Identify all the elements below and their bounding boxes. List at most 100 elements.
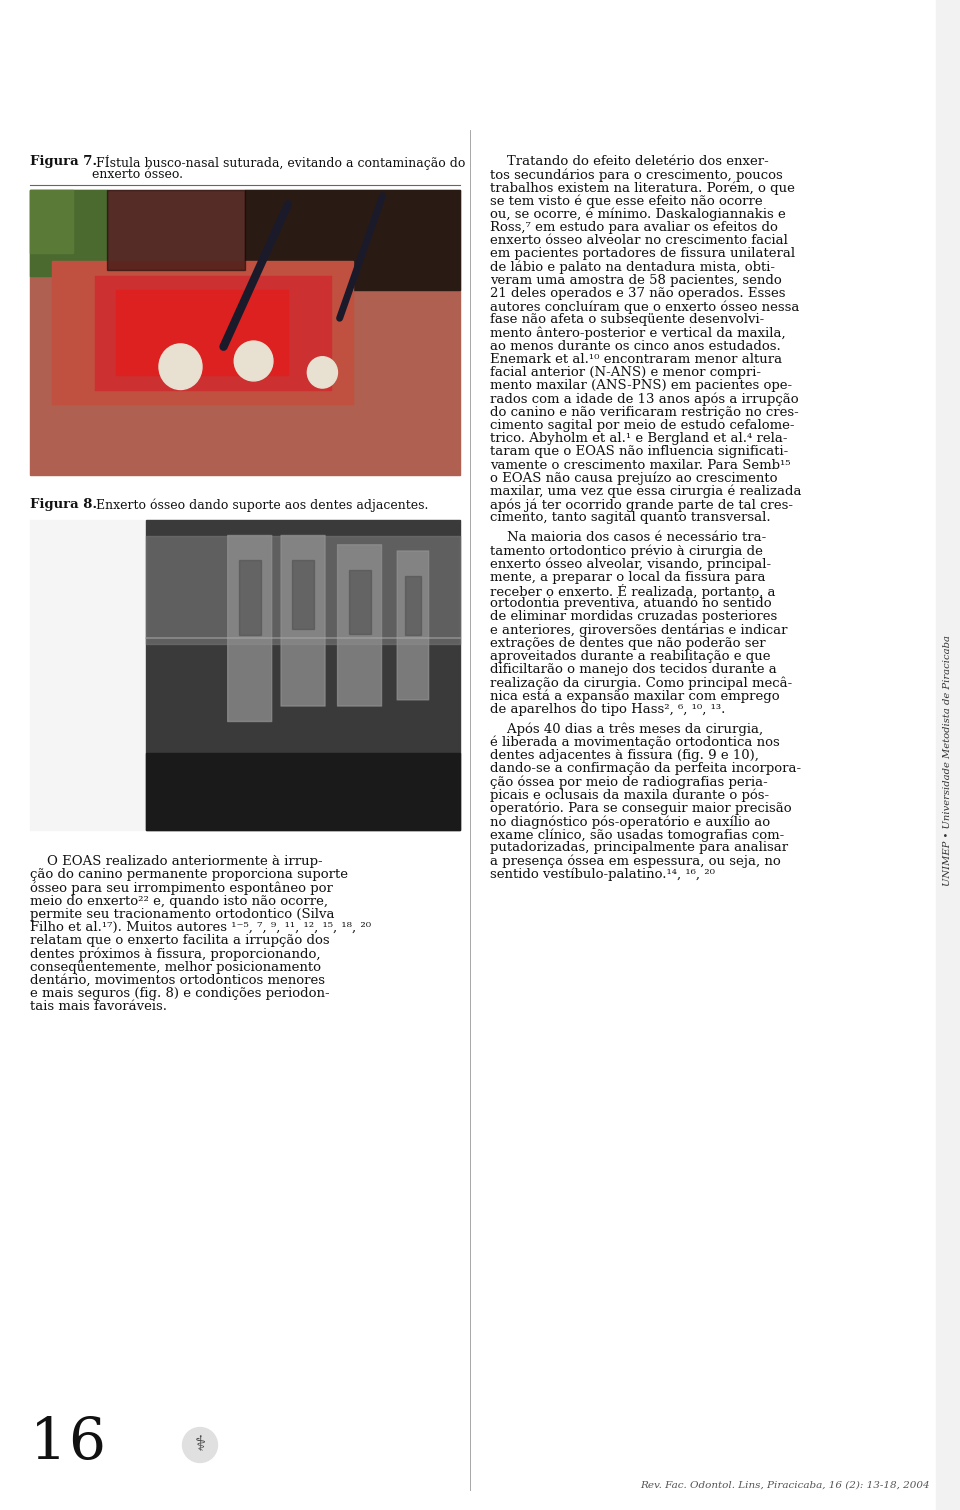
- Text: putadorizadas, principalmente para analisar: putadorizadas, principalmente para anali…: [490, 841, 788, 855]
- Text: e mais seguros (fig. 8) e condições periodon-: e mais seguros (fig. 8) e condições peri…: [30, 988, 329, 1000]
- Text: nica está a expansão maxilar com emprego: nica está a expansão maxilar com emprego: [490, 690, 780, 704]
- Text: veram uma amostra de 58 pacientes, sendo: veram uma amostra de 58 pacientes, sendo: [490, 273, 781, 287]
- Bar: [108, 190, 245, 270]
- Text: extrações de dentes que não poderão ser: extrações de dentes que não poderão ser: [490, 637, 766, 649]
- Text: Figura 8.: Figura 8.: [30, 498, 97, 510]
- Bar: [116, 290, 288, 376]
- Ellipse shape: [307, 356, 338, 388]
- Text: é liberada a movimentação ortodontica nos: é liberada a movimentação ortodontica no…: [490, 735, 780, 749]
- Text: ⚕: ⚕: [194, 1434, 205, 1456]
- Text: Após 40 dias a três meses da cirurgia,: Após 40 dias a três meses da cirurgia,: [490, 723, 763, 735]
- Text: trabalhos existem na literatura. Porém, o que: trabalhos existem na literatura. Porém, …: [490, 181, 795, 195]
- Text: conseqüentemente, melhor posicionamento: conseqüentemente, melhor posicionamento: [30, 960, 321, 974]
- Bar: [30, 190, 73, 252]
- Text: rados com a idade de 13 anos após a irrupção: rados com a idade de 13 anos após a irru…: [490, 393, 799, 406]
- Text: se tem visto é que esse efeito não ocorre: se tem visto é que esse efeito não ocorr…: [490, 195, 762, 208]
- Text: mente, a preparar o local da fissura para: mente, a preparar o local da fissura par…: [490, 571, 765, 584]
- Bar: [94, 275, 331, 390]
- Text: O EOAS realizado anteriormente à irrup-: O EOAS realizado anteriormente à irrup-: [30, 855, 323, 868]
- Text: taram que o EOAS não influencia significati-: taram que o EOAS não influencia signific…: [490, 445, 788, 459]
- Bar: [245, 190, 460, 290]
- Text: de lábio e palato na dentadura mista, obti-: de lábio e palato na dentadura mista, ob…: [490, 261, 775, 275]
- Bar: [30, 519, 460, 830]
- Ellipse shape: [234, 341, 273, 381]
- Text: Enxerto ósseo dando suporte aos dentes adjacentes.: Enxerto ósseo dando suporte aos dentes a…: [92, 498, 428, 512]
- Ellipse shape: [159, 344, 202, 390]
- Bar: [239, 560, 261, 634]
- Bar: [52, 261, 352, 403]
- Text: ortodontia preventiva, atuando no sentido: ortodontia preventiva, atuando no sentid…: [490, 596, 772, 610]
- Text: Figura 7.: Figura 7.: [30, 156, 97, 168]
- Text: de eliminar mordidas cruzadas posteriores: de eliminar mordidas cruzadas posteriore…: [490, 610, 778, 624]
- Text: operatório. Para se conseguir maior precisão: operatório. Para se conseguir maior prec…: [490, 802, 792, 815]
- Bar: [30, 190, 460, 476]
- Text: 1: 1: [30, 1415, 67, 1471]
- Text: ao menos durante os cinco anos estudados.: ao menos durante os cinco anos estudados…: [490, 340, 780, 353]
- Text: meio do enxerto²² e, quando isto não ocorre,: meio do enxerto²² e, quando isto não oco…: [30, 894, 328, 908]
- Text: Rev. Fac. Odontol. Lins, Piracicaba, 16 (2): 13-18, 2004: Rev. Fac. Odontol. Lins, Piracicaba, 16 …: [640, 1481, 930, 1490]
- Circle shape: [168, 1413, 232, 1477]
- Text: Filho et al.¹⁷). Muitos autores ¹⁻⁵, ⁷, ⁹, ¹¹, ¹², ¹⁵, ¹⁸, ²⁰: Filho et al.¹⁷). Muitos autores ¹⁻⁵, ⁷, …: [30, 921, 372, 935]
- Text: a presença óssea em espessura, ou seja, no: a presença óssea em espessura, ou seja, …: [490, 855, 780, 868]
- Circle shape: [182, 1427, 218, 1463]
- Text: enxerto ósseo alveolar, visando, principal-: enxerto ósseo alveolar, visando, princip…: [490, 557, 771, 571]
- Text: tais mais favoráveis.: tais mais favoráveis.: [30, 1000, 167, 1013]
- Text: exame clínico, são usadas tomografias com-: exame clínico, são usadas tomografias co…: [490, 827, 784, 841]
- Text: sentido vestíbulo-palatino.¹⁴, ¹⁶, ²⁰: sentido vestíbulo-palatino.¹⁴, ¹⁶, ²⁰: [490, 868, 715, 882]
- Text: aproveitados durante a reabilitação e que: aproveitados durante a reabilitação e qu…: [490, 649, 771, 663]
- Text: enxerto ósseo alveolar no crescimento facial: enxerto ósseo alveolar no crescimento fa…: [490, 234, 788, 248]
- Text: cimento, tanto sagital quanto transversal.: cimento, tanto sagital quanto transversa…: [490, 512, 771, 524]
- Bar: [936, 0, 960, 1510]
- Text: no diagnóstico pós-operatório e auxílio ao: no diagnóstico pós-operatório e auxílio …: [490, 815, 770, 829]
- Text: enxerto ósseo.: enxerto ósseo.: [92, 168, 183, 181]
- Text: e anteriores, giroversões dentárias e indicar: e anteriores, giroversões dentárias e in…: [490, 624, 787, 637]
- Bar: [405, 575, 420, 636]
- Text: dentes próximos à fissura, proporcionando,: dentes próximos à fissura, proporcionand…: [30, 947, 321, 960]
- Text: trico. Abyholm et al.¹ e Bergland et al.⁴ rela-: trico. Abyholm et al.¹ e Bergland et al.…: [490, 432, 787, 445]
- Text: receber o enxerto. É realizada, portanto, a: receber o enxerto. É realizada, portanto…: [490, 584, 776, 599]
- Text: ção óssea por meio de radiografias peria-: ção óssea por meio de radiografias peria…: [490, 776, 768, 788]
- Text: maxilar, uma vez que essa cirurgia é realizada: maxilar, uma vez que essa cirurgia é rea…: [490, 485, 802, 498]
- Text: relatam que o enxerto facilita a irrupção dos: relatam que o enxerto facilita a irrupçã…: [30, 935, 329, 947]
- Text: permite seu tracionamento ortodontico (Silva: permite seu tracionamento ortodontico (S…: [30, 908, 334, 921]
- Text: dentes adjacentes à fissura (fig. 9 e 10),: dentes adjacentes à fissura (fig. 9 e 10…: [490, 749, 758, 763]
- Bar: [30, 190, 108, 275]
- Text: ou, se ocorre, é mínimo. Daskalogiannakis e: ou, se ocorre, é mínimo. Daskalogiannaki…: [490, 208, 785, 222]
- Text: do canino e não verificaram restrição no cres-: do canino e não verificaram restrição no…: [490, 406, 799, 418]
- FancyBboxPatch shape: [228, 536, 272, 722]
- Text: ção do canino permanente proporciona suporte: ção do canino permanente proporciona sup…: [30, 868, 348, 882]
- Text: autores concluíram que o enxerto ósseo nessa: autores concluíram que o enxerto ósseo n…: [490, 300, 800, 314]
- Text: facial anterior (N-ANS) e menor compri-: facial anterior (N-ANS) e menor compri-: [490, 367, 761, 379]
- Bar: [146, 536, 460, 643]
- Text: Na maioria dos casos é necessário tra-: Na maioria dos casos é necessário tra-: [490, 532, 766, 544]
- Text: Tratando do efeito deletério dos enxer-: Tratando do efeito deletério dos enxer-: [490, 156, 769, 168]
- Text: em pacientes portadores de fissura unilateral: em pacientes portadores de fissura unila…: [490, 248, 795, 260]
- Text: vamente o crescimento maxilar. Para Semb¹⁵: vamente o crescimento maxilar. Para Semb…: [490, 459, 790, 471]
- Text: dentário, movimentos ortodonticos menores: dentário, movimentos ortodonticos menore…: [30, 974, 325, 988]
- Text: após já ter ocorrido grande parte de tal cres-: após já ter ocorrido grande parte de tal…: [490, 498, 793, 512]
- FancyBboxPatch shape: [281, 536, 325, 707]
- Text: UNIMEP • Universidade Metodista de Piracicaba: UNIMEP • Universidade Metodista de Pirac…: [944, 634, 952, 885]
- Text: Ross,⁷ em estudo para avaliar os efeitos do: Ross,⁷ em estudo para avaliar os efeitos…: [490, 220, 778, 234]
- Bar: [348, 569, 371, 634]
- Text: o EOAS não causa prejuízo ao crescimento: o EOAS não causa prejuízo ao crescimento: [490, 471, 778, 485]
- Bar: [146, 752, 460, 831]
- Text: ósseo para seu irrompimento espontâneo por: ósseo para seu irrompimento espontâneo p…: [30, 882, 333, 895]
- Text: mento ântero-posterior e vertical da maxila,: mento ântero-posterior e vertical da max…: [490, 326, 785, 340]
- Text: realização da cirurgia. Como principal mecâ-: realização da cirurgia. Como principal m…: [490, 676, 792, 690]
- Text: 21 deles operados e 37 não operados. Esses: 21 deles operados e 37 não operados. Ess…: [490, 287, 785, 300]
- Bar: [146, 519, 460, 830]
- Text: mento maxilar (ANS-PNS) em pacientes ope-: mento maxilar (ANS-PNS) em pacientes ope…: [490, 379, 792, 393]
- Text: 6: 6: [68, 1415, 105, 1471]
- Bar: [292, 560, 314, 628]
- Text: tos secundários para o crescimento, poucos: tos secundários para o crescimento, pouc…: [490, 168, 782, 181]
- Text: Enemark et al.¹⁰ encontraram menor altura: Enemark et al.¹⁰ encontraram menor altur…: [490, 353, 782, 365]
- Text: fase não afeta o subseqüente desenvolvi-: fase não afeta o subseqüente desenvolvi-: [490, 314, 764, 326]
- FancyBboxPatch shape: [397, 551, 428, 699]
- Text: picais e oclusais da maxila durante o pós-: picais e oclusais da maxila durante o pó…: [490, 788, 769, 802]
- Text: de aparelhos do tipo Hass², ⁶, ¹⁰, ¹³.: de aparelhos do tipo Hass², ⁶, ¹⁰, ¹³.: [490, 702, 726, 716]
- Text: tamento ortodontico prévio à cirurgia de: tamento ortodontico prévio à cirurgia de: [490, 545, 763, 557]
- Text: FÍstula busco-nasal suturada, evitando a contaminação do: FÍstula busco-nasal suturada, evitando a…: [92, 156, 466, 171]
- Text: dificiltarão o manejo dos tecidos durante a: dificiltarão o manejo dos tecidos durant…: [490, 663, 777, 676]
- FancyBboxPatch shape: [338, 545, 381, 707]
